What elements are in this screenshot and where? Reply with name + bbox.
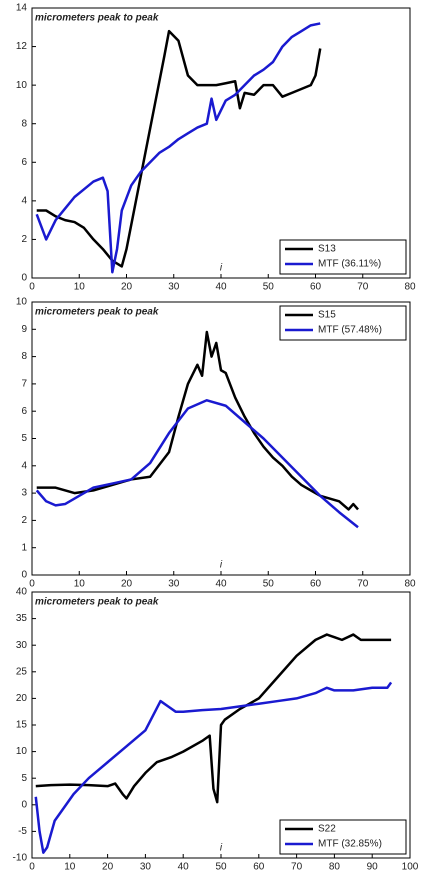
x-tick-label: 30: [168, 579, 180, 590]
legend-label: MTF (36.11%): [318, 259, 381, 270]
y-tick-label: 0: [21, 799, 27, 810]
x-tick-label: 60: [310, 579, 322, 590]
legend-label: S22: [318, 824, 336, 835]
series-line: [35, 399, 359, 529]
x-tick-label: 80: [404, 579, 416, 590]
legend: [279, 239, 407, 275]
x-axis-label: i: [220, 843, 223, 854]
y-tick-label: 10: [16, 80, 28, 91]
x-tick-label: 0: [29, 579, 35, 590]
x-tick-label: 40: [178, 862, 190, 873]
x-tick-label: 40: [215, 579, 227, 590]
legend-label: S15: [318, 310, 336, 321]
y-tick-label: 5: [21, 433, 27, 444]
x-tick-label: 20: [121, 579, 133, 590]
x-tick-label: 0: [29, 282, 35, 293]
x-tick-label: 0: [29, 862, 35, 873]
legend: [279, 819, 407, 855]
x-tick-label: 60: [310, 282, 322, 293]
plot-area: [31, 7, 411, 279]
x-tick-label: 40: [215, 282, 227, 293]
y-tick-label: 7: [21, 379, 27, 390]
y-tick-label: 0: [21, 570, 27, 581]
series-line: [35, 22, 321, 274]
x-tick-label: 20: [102, 862, 114, 873]
x-tick-label: 70: [291, 862, 303, 873]
y-tick-label: 15: [16, 720, 28, 731]
x-tick-label: 50: [263, 282, 275, 293]
y-tick-label: 2: [21, 234, 27, 245]
y-tick-label: 9: [21, 324, 27, 335]
x-tick-label: 30: [168, 282, 180, 293]
y-tick-label: 6: [21, 406, 27, 417]
x-tick-label: 100: [402, 862, 419, 873]
x-tick-label: 10: [74, 579, 86, 590]
y-tick-label: 10: [16, 746, 28, 757]
series-line: [36, 29, 322, 268]
y-tick-label: 10: [16, 297, 28, 308]
y-tick-label: -5: [18, 826, 27, 837]
legend-label: MTF (32.85%): [318, 839, 382, 850]
x-tick-label: 80: [404, 282, 416, 293]
annotation: micrometers peak to peak: [35, 307, 159, 318]
y-tick-label: 14: [16, 3, 28, 14]
x-tick-label: 60: [253, 862, 265, 873]
x-tick-label: 30: [140, 862, 152, 873]
y-tick-label: 12: [16, 41, 28, 52]
y-tick-label: 4: [21, 195, 27, 206]
y-tick-label: 5: [21, 773, 27, 784]
annotation: micrometers peak to peak: [35, 13, 159, 24]
x-tick-label: 90: [367, 862, 379, 873]
y-tick-label: 4: [21, 460, 27, 471]
legend: [279, 305, 407, 341]
y-tick-label: 25: [16, 666, 28, 677]
y-tick-label: 30: [16, 640, 28, 651]
x-tick-label: 70: [357, 282, 369, 293]
legend-label: MTF (57.48%): [318, 325, 382, 336]
x-tick-label: 10: [64, 862, 76, 873]
x-tick-label: 80: [329, 862, 341, 873]
x-tick-label: 70: [357, 579, 369, 590]
plot-area: [31, 301, 411, 576]
x-tick-label: 50: [215, 862, 227, 873]
x-axis-label: i: [220, 560, 223, 571]
y-tick-label: 3: [21, 488, 27, 499]
x-axis-label: i: [220, 263, 223, 274]
y-tick-label: 35: [16, 613, 28, 624]
y-tick-label: 40: [16, 587, 28, 598]
legend-label: S13: [318, 244, 336, 255]
y-tick-label: 8: [21, 118, 27, 129]
y-tick-label: 1: [21, 542, 27, 553]
y-tick-label: -10: [13, 853, 28, 864]
x-tick-label: 20: [121, 282, 133, 293]
y-tick-label: 6: [21, 157, 27, 168]
series-line: [34, 681, 393, 854]
series-line: [35, 633, 392, 804]
y-tick-label: 2: [21, 515, 27, 526]
x-tick-label: 50: [263, 579, 275, 590]
y-tick-label: 20: [16, 693, 28, 704]
x-tick-label: 10: [74, 282, 86, 293]
annotation: micrometers peak to peak: [35, 597, 159, 608]
y-tick-label: 8: [21, 351, 27, 362]
y-tick-label: 0: [21, 273, 27, 284]
